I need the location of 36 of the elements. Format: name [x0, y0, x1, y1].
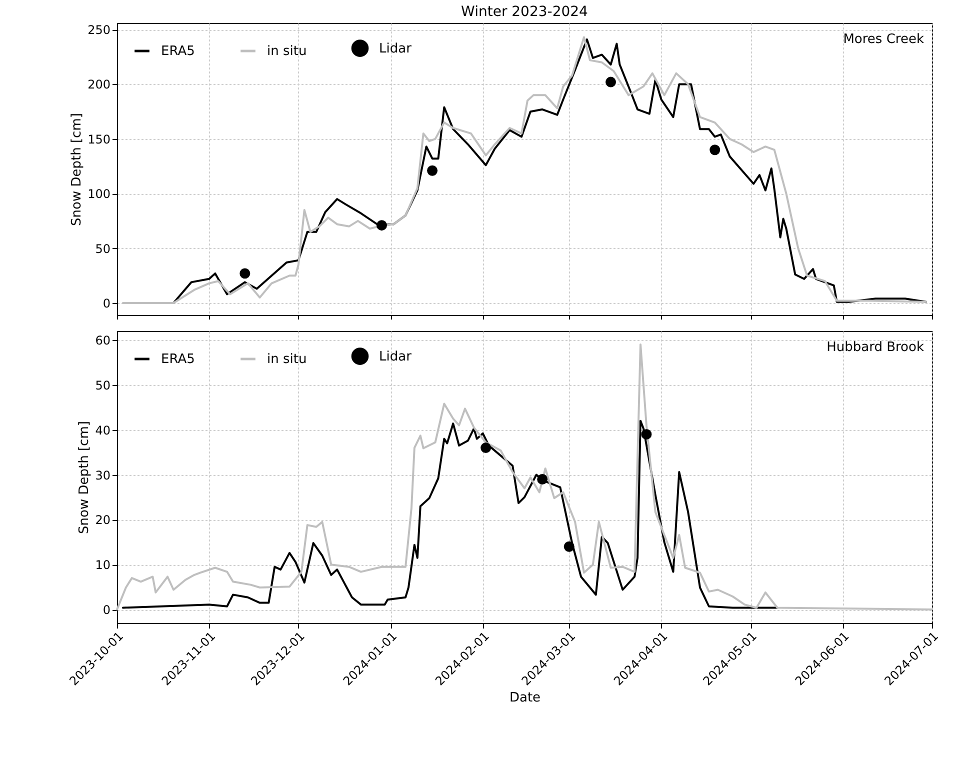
legend-label: ERA5 — [161, 352, 195, 367]
y-axis-title: Snow Depth [cm] — [70, 113, 85, 226]
point — [710, 144, 720, 156]
legend-label: Lidar — [379, 349, 412, 364]
legend-label: Lidar — [379, 41, 412, 56]
point — [480, 442, 492, 454]
y-tick-label: 10 — [95, 558, 110, 572]
y-tick-label: 50 — [95, 378, 110, 392]
point — [376, 220, 387, 231]
y-tick-label: 30 — [95, 468, 110, 482]
point — [641, 429, 652, 440]
line-series — [116, 343, 933, 611]
legend-label: in situ — [267, 352, 307, 367]
y-axis-title: Snow Depth [cm] — [77, 421, 92, 534]
point — [427, 165, 438, 176]
y-tick-label: 100 — [88, 187, 110, 202]
legend-label: in situ — [267, 44, 307, 59]
y-tick-label: 40 — [95, 423, 110, 438]
y-tick-label: 50 — [95, 242, 110, 256]
annotation: Mores Creek — [843, 32, 924, 47]
chart-title: Winter 2023-2024 — [461, 4, 588, 20]
y-tick-label: 20 — [95, 513, 110, 528]
annotation: Hubbard Brook — [826, 340, 924, 355]
point — [537, 474, 548, 484]
y-tick-label: 150 — [88, 132, 110, 146]
y-tick-label: 250 — [88, 23, 110, 38]
point — [606, 76, 616, 88]
legend-label: ERA5 — [161, 44, 195, 59]
y-tick-label: 200 — [88, 78, 110, 92]
point — [240, 268, 250, 279]
y-tick-label: 0 — [102, 603, 110, 618]
line-series — [122, 420, 778, 609]
y-tick-label: 60 — [95, 333, 110, 348]
x-axis-title: Date — [509, 690, 541, 706]
point — [564, 541, 574, 552]
y-tick-label: 0 — [102, 296, 110, 310]
